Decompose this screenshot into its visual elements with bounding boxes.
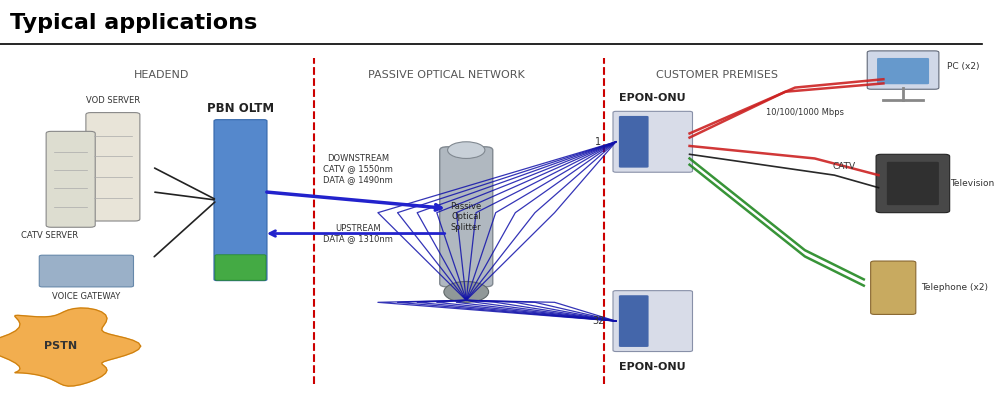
Text: VOD SERVER: VOD SERVER [86, 95, 140, 105]
FancyBboxPatch shape [439, 147, 492, 287]
Text: DOWNSTREAM
CATV @ 1550nm
DATA @ 1490nm: DOWNSTREAM CATV @ 1550nm DATA @ 1490nm [323, 154, 393, 184]
Text: 10/100/1000 Mbps: 10/100/1000 Mbps [766, 108, 844, 117]
FancyBboxPatch shape [619, 295, 649, 347]
Text: PBN OLTM: PBN OLTM [207, 102, 274, 115]
Text: 1: 1 [596, 137, 602, 147]
Text: EPON-ONU: EPON-ONU [620, 362, 686, 372]
FancyBboxPatch shape [214, 120, 267, 281]
Text: Typical applications: Typical applications [10, 13, 257, 33]
Text: HEADEND: HEADEND [134, 70, 189, 80]
FancyBboxPatch shape [871, 261, 916, 314]
Text: PC (x2): PC (x2) [947, 62, 980, 71]
Text: Telephone (x2): Telephone (x2) [921, 283, 988, 292]
FancyBboxPatch shape [619, 116, 649, 168]
Text: CATV: CATV [833, 162, 856, 171]
Text: UPSTREAM
DATA @ 1310nm: UPSTREAM DATA @ 1310nm [323, 224, 393, 243]
FancyBboxPatch shape [867, 51, 939, 89]
FancyBboxPatch shape [613, 111, 693, 172]
Text: Television: Television [950, 179, 994, 188]
Text: CUSTOMER PREMISES: CUSTOMER PREMISES [656, 70, 778, 80]
FancyBboxPatch shape [46, 131, 95, 227]
Ellipse shape [443, 281, 488, 302]
FancyBboxPatch shape [39, 255, 133, 287]
FancyBboxPatch shape [877, 58, 929, 84]
Text: Passive
Optical
Splitter: Passive Optical Splitter [450, 202, 481, 232]
FancyBboxPatch shape [876, 154, 950, 213]
FancyBboxPatch shape [86, 113, 140, 221]
Text: EPON-ONU: EPON-ONU [620, 93, 686, 103]
Text: CATV SERVER: CATV SERVER [20, 231, 78, 240]
Ellipse shape [447, 142, 484, 158]
Text: PASSIVE OPTICAL NETWORK: PASSIVE OPTICAL NETWORK [368, 70, 525, 80]
Text: 32: 32 [592, 316, 605, 326]
Polygon shape [0, 308, 140, 386]
FancyBboxPatch shape [613, 291, 693, 352]
Text: PSTN: PSTN [44, 341, 77, 351]
FancyBboxPatch shape [215, 255, 266, 280]
FancyBboxPatch shape [887, 162, 939, 205]
Text: VOICE GATEWAY: VOICE GATEWAY [52, 291, 120, 301]
